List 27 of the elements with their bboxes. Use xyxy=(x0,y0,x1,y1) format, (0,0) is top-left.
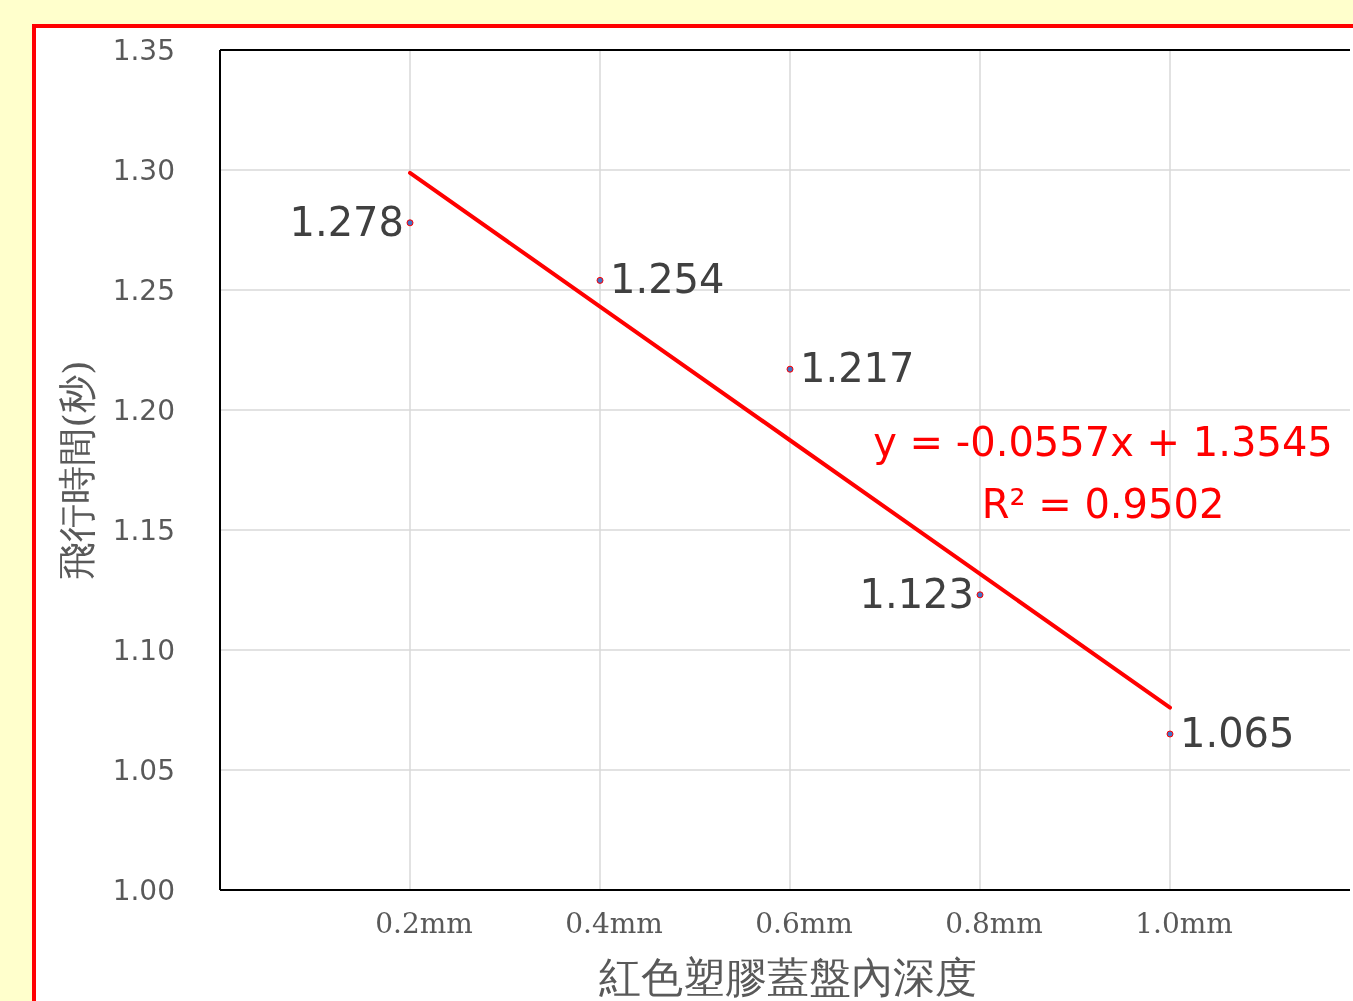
y-tick-label: 1.35 xyxy=(112,34,175,67)
x-tick-label: 0.6mm xyxy=(755,907,853,940)
data-label: 1.217 xyxy=(800,345,915,392)
y-tick-label: 1.10 xyxy=(112,634,175,667)
y-tick-label: 1.00 xyxy=(112,874,175,907)
data-label: 1.123 xyxy=(859,570,974,617)
y-axis-title: 飛行時間(秒) xyxy=(55,360,99,580)
data-label: 1.278 xyxy=(289,198,404,245)
y-tick-label: 1.25 xyxy=(112,274,175,307)
annotation: R² = 0.9502 xyxy=(981,481,1225,527)
point xyxy=(1166,730,1174,738)
x-tick-label: 0.2mm xyxy=(375,907,473,940)
x-tick-label: 0.8mm xyxy=(945,907,1043,940)
x-axis-title: 紅色塑膠蓋盤內深度 xyxy=(599,953,977,1001)
data-label: 1.065 xyxy=(1180,710,1295,756)
point xyxy=(976,591,984,599)
point xyxy=(596,276,604,284)
y-tick-label: 1.20 xyxy=(112,394,175,427)
point xyxy=(406,219,414,227)
annotation: y = -0.0557x + 1.3545 xyxy=(873,419,1333,465)
y-tick-label: 1.15 xyxy=(112,514,175,547)
x-tick-label: 0.4mm xyxy=(565,907,663,940)
data-label: 1.254 xyxy=(610,256,725,303)
x-tick-label: 1.0mm xyxy=(1135,907,1233,940)
y-tick-label: 1.05 xyxy=(112,754,175,787)
point xyxy=(786,365,794,373)
y-tick-label: 1.30 xyxy=(112,154,175,187)
